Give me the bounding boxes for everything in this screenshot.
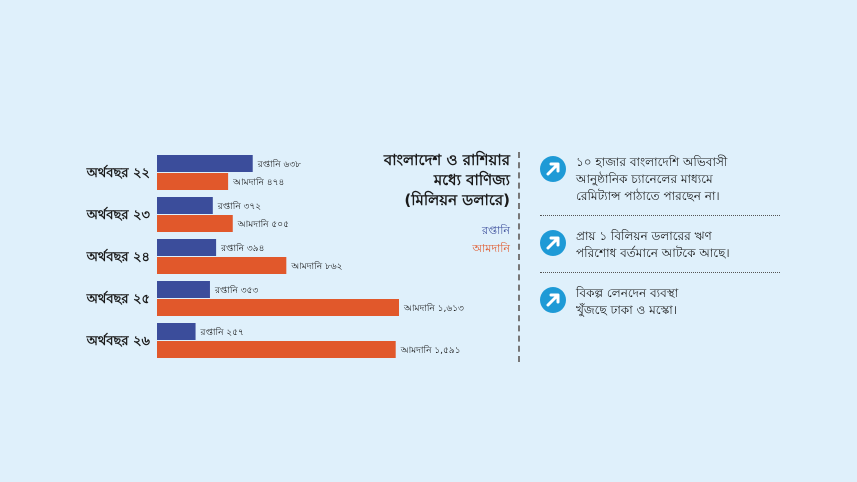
note-line: পরিশোধ বর্তমানে আটকে আছে। [576,246,730,260]
chart-title-line-3: (মিলিয়ন ডলারে) [404,191,510,209]
data-label: রপ্তানি ২৫৭ [200,327,244,338]
note-line: রেমিট্যান্স পাঠাতে পারছেন না। [576,189,720,203]
export-bar [157,239,217,256]
data-label: রপ্তানি ৩৭২ [217,201,261,212]
legend-export: রপ্তানি [482,224,510,237]
arrow-up-right-icon [540,287,566,313]
category-label: অর্থবছর ২৪ [86,248,150,265]
data-label: রপ্তানি ৩৫৩ [214,285,258,296]
note-text: ১০ হাজার বাংলাদেশি অভিবাসী আনুষ্ঠানিক চ্… [576,154,727,205]
category-label: অর্থবছর ২৩ [86,206,151,223]
import-bar [157,257,287,274]
trade-bar-chart: অর্থবছর ২২ রপ্তানি ৬৩৮ আমদানি ৪৭৪ অর্থবছর ২… [86,155,464,358]
data-label: আমদানি ১,৫৯১ [400,345,461,356]
note-line: আনুষ্ঠানিক চ্যানেলের মাধ্যমে [576,172,713,186]
category-label: অর্থবছর ২২ [86,164,150,181]
import-bar [157,215,233,232]
note-item: বিকল্প লেনদেন ব্যবস্থা খুঁজছে ঢাকা ও মস্… [540,283,780,319]
note-line: বিকল্প লেনদেন ব্যবস্থা [576,286,679,300]
import-bar [157,173,229,190]
note-text: বিকল্প লেনদেন ব্যবস্থা খুঁজছে ঢাকা ও মস্… [576,285,678,319]
import-bar [157,299,399,316]
data-label: আমদানি ৫০৫ [237,219,289,230]
chart-title-line-1: বাংলাদেশ ও রাশিয়ার [383,151,510,169]
note-line: খুঁজছে ঢাকা ও মস্কো। [576,303,678,317]
arrow-up-right-icon [540,230,566,256]
chart-title: বাংলাদেশ ও রাশিয়ার মধ্যে বাণিজ্য (মিলিয… [340,150,510,210]
vertical-divider [518,152,520,362]
note-item: ১০ হাজার বাংলাদেশি অভিবাসী আনুষ্ঠানিক চ্… [540,152,780,205]
note-text: প্রায় ১ বিলিয়ন ডলারের ঋণ পরিশোধ বর্তমা… [576,228,730,262]
data-label: রপ্তানি ৩৯৪ [220,243,264,254]
note-item: প্রায় ১ বিলিয়ন ডলারের ঋণ পরিশোধ বর্তমা… [540,226,780,262]
data-label: আমদানি ৮৬২ [290,261,342,272]
category-label: অর্থবছর ২৬ [86,332,151,349]
note-separator [540,215,780,216]
note-line: প্রায় ১ বিলিয়ন ডলারের ঋণ [576,229,712,243]
notes-panel: ১০ হাজার বাংলাদেশি অভিবাসী আনুষ্ঠানিক চ্… [540,152,780,319]
legend: রপ্তানি আমদানি [400,222,510,258]
note-separator [540,272,780,273]
import-bar [157,341,396,358]
export-bar [157,155,253,172]
export-bar [157,323,196,340]
legend-import: আমদানি [472,242,510,255]
note-line: ১০ হাজার বাংলাদেশি অভিবাসী [576,155,728,169]
chart-title-line-2: মধ্যে বাণিজ্য [433,171,510,189]
data-label: আমদানি ৪৭৪ [232,177,284,188]
category-label: অর্থবছর ২৫ [86,290,150,307]
data-label: রপ্তানি ৬৩৮ [257,159,301,170]
export-bar [157,281,210,298]
data-label: আমদানি ১,৬১৩ [403,303,464,314]
export-bar [157,197,213,214]
arrow-up-right-icon [540,156,566,182]
